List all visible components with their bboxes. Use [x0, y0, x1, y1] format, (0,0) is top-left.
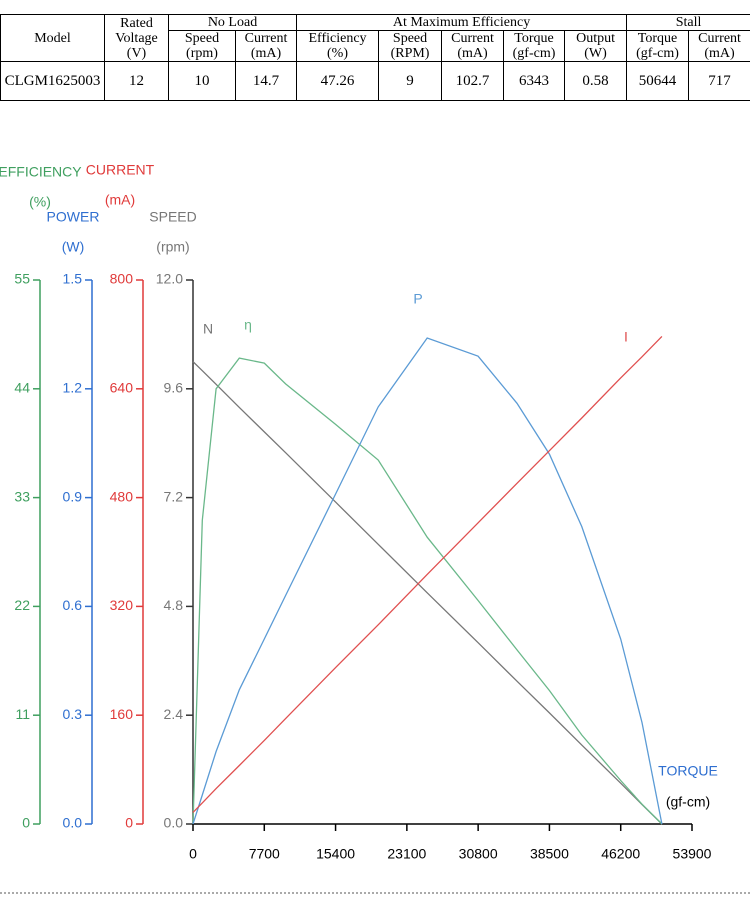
header-line: Current [451, 31, 494, 46]
header-line: (RPM) [390, 46, 430, 61]
x-tick-label: 23100 [387, 846, 426, 862]
header-line: Rated [120, 15, 153, 31]
data-cell: 12 [104, 61, 169, 101]
header-cell: Speed (RPM) [378, 30, 443, 62]
header-line: (mA) [457, 46, 488, 61]
data-cell: 14.7 [234, 61, 298, 101]
separator [0, 892, 750, 894]
header-cell: Output (W) [564, 30, 628, 62]
y-tick-label: 33 [14, 488, 30, 504]
axis-unit: (mA) [105, 192, 135, 208]
header-line: (%) [327, 46, 349, 61]
data-cell: 6343 [503, 61, 566, 101]
header-line: (gf-cm) [512, 46, 556, 61]
header-line: Output [576, 31, 615, 46]
header-line: Current [244, 31, 288, 46]
y-tick-label: 0.3 [63, 706, 83, 722]
spec-table: Model Rated Voltage (V) No Load At Maximum Ef… [0, 14, 750, 101]
y-tick-label: 1.5 [63, 271, 83, 287]
curve [192, 361, 663, 825]
y-tick-label: 480 [110, 488, 134, 504]
data-cell: 10 [168, 61, 236, 101]
header-cell: Efficiency (%) [296, 30, 380, 62]
y-tick-label: 640 [110, 380, 134, 396]
header-line: Torque [514, 31, 554, 46]
y-tick-label: 12.0 [156, 271, 183, 287]
table-row: Model Rated Voltage (V) No Load At Maximum Ef… [0, 14, 750, 62]
curve [192, 337, 663, 825]
header-line: Torque [637, 31, 678, 46]
y-tick-label: 9.6 [164, 380, 184, 396]
y-tick-label: 0.9 [63, 488, 83, 504]
x-tick-label: 7700 [249, 846, 280, 862]
header-line: (rpm) [186, 46, 218, 61]
y-tick-label: 0.0 [164, 815, 184, 831]
x-tick-label: 0 [189, 846, 197, 862]
axis-title: SPEED [149, 209, 196, 225]
axis-unit: (W) [62, 239, 85, 255]
axis-unit: (gf-cm) [666, 794, 710, 810]
y-tick-label: 0.6 [63, 597, 83, 613]
y-tick-label: 0 [22, 815, 30, 831]
header-line: (mA) [250, 46, 282, 61]
y-tick-label: 22 [14, 597, 30, 613]
curve [192, 335, 663, 813]
x-tick-label: 30800 [459, 846, 498, 862]
y-tick-label: 55 [14, 271, 30, 287]
x-tick-label: 46200 [601, 846, 640, 862]
curve-label: I [624, 329, 628, 345]
header-line: (gf-cm) [636, 46, 679, 61]
data-cell: 9 [378, 61, 443, 101]
y-tick-label: 4.8 [164, 597, 184, 613]
curve-label: P [413, 291, 422, 307]
curve-label: N [203, 321, 213, 337]
y-tick-label: 0 [125, 815, 133, 831]
header-line: (W) [584, 46, 607, 61]
axis-title: CURRENT [86, 162, 155, 178]
data-cell: 0.58 [564, 61, 628, 101]
header-line: (V) [126, 45, 147, 61]
data-cell: CLGM1625003 [0, 61, 105, 101]
y-tick-label: 7.2 [164, 488, 184, 504]
header-line: (mA) [704, 46, 735, 61]
y-tick-label: 160 [110, 706, 134, 722]
axis-unit: (rpm) [156, 239, 189, 255]
x-tick-label: 53900 [673, 846, 712, 862]
y-tick-label: 1.2 [63, 380, 83, 396]
y-tick-label: 2.4 [164, 706, 184, 722]
header-line: Speed [184, 31, 220, 46]
axis-title: POWER [47, 209, 100, 225]
y-tick-label: 11 [15, 706, 30, 722]
y-tick-label: 800 [110, 271, 134, 287]
data-cell: 47.26 [296, 61, 380, 101]
y-tick-label: 320 [110, 597, 134, 613]
axis-title: EFFICIENCY [0, 164, 82, 180]
header-cell: Rated Voltage (V) [104, 14, 169, 62]
header-line: Speed [392, 31, 428, 46]
curve [192, 357, 663, 825]
group-header: At Maximum Efficiency [296, 14, 628, 31]
data-cell: 102.7 [441, 61, 505, 101]
header-line: Efficiency [308, 31, 367, 46]
data-cell: 50644 [626, 61, 690, 101]
data-cell: 717 [688, 61, 750, 101]
header-line: Model [34, 30, 71, 46]
axis-unit: (%) [29, 194, 51, 210]
header-cell: Model [0, 14, 105, 62]
x-tick-label: 15400 [316, 846, 355, 862]
header-line: Current [698, 31, 741, 46]
header-cell: Current (mA) [441, 30, 505, 62]
header-line: Voltage [115, 30, 158, 46]
table-row: CLGM1625003 12 10 14.7 47.26 9 102.7 6343 0.58 50… [0, 61, 750, 101]
header-cell: Current (mA) [688, 30, 750, 62]
y-tick-label: 44 [14, 380, 30, 396]
axis-title: TORQUE [658, 763, 718, 779]
x-tick-label: 38500 [530, 846, 569, 862]
curve-label: η [244, 317, 252, 333]
y-tick-label: 0.0 [63, 815, 83, 831]
